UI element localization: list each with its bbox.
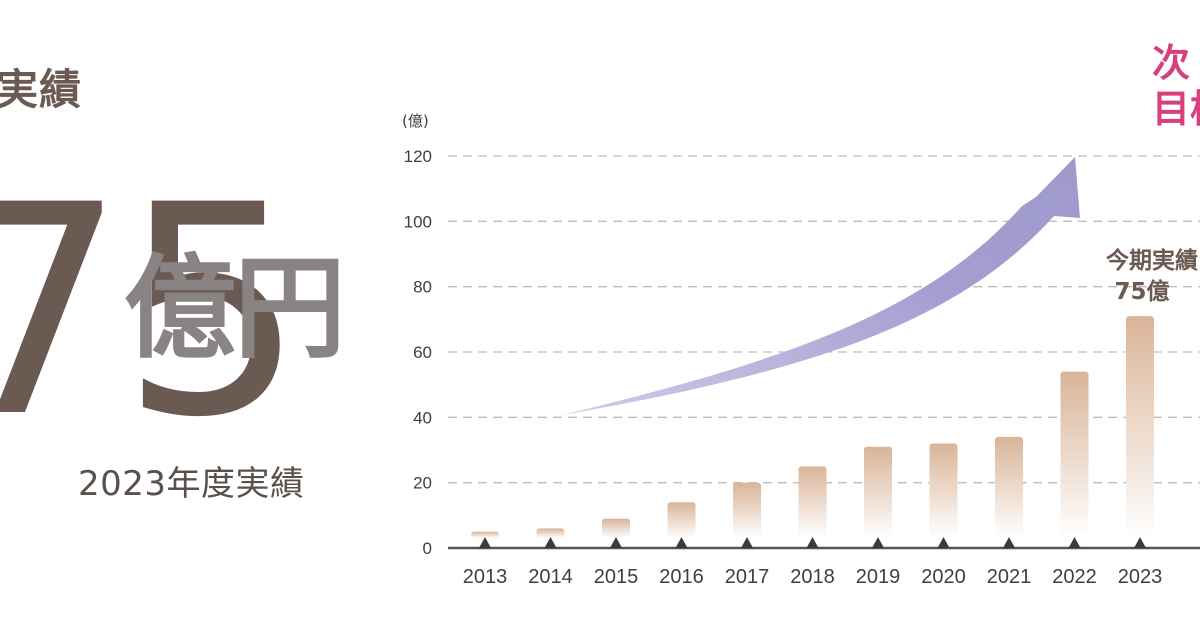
goal-text: 次 目標 xyxy=(1152,40,1200,132)
bar xyxy=(733,482,761,538)
x-tick-label: 2013 xyxy=(463,566,508,588)
y-tick-label: 40 xyxy=(413,408,432,427)
x-tick-label: 2018 xyxy=(790,566,835,588)
headline-unit: 億円 xyxy=(124,244,346,374)
bar xyxy=(667,502,696,538)
annotation-line-1: 今期実績 xyxy=(1106,247,1198,274)
bar xyxy=(1126,316,1154,538)
y-tick-label: 20 xyxy=(413,474,432,493)
x-tick-label: 2017 xyxy=(725,566,770,588)
page-heading: 実績 xyxy=(0,65,83,114)
x-tick-label: 2014 xyxy=(528,566,573,588)
bar xyxy=(995,436,1023,538)
x-tick-label: 2021 xyxy=(987,566,1032,588)
y-tick-label: 0 xyxy=(423,539,432,558)
tick-marker xyxy=(675,537,688,548)
tick-marker xyxy=(806,537,819,548)
trend-arrow xyxy=(562,157,1080,415)
tick-marker xyxy=(1003,537,1015,548)
headline-value: 75 xyxy=(0,144,305,481)
fiscal-year-caption: 2023年度実績 xyxy=(78,464,305,504)
tick-marker xyxy=(1134,537,1146,548)
tick-marker xyxy=(610,537,622,548)
bar xyxy=(798,466,827,538)
tick-marker xyxy=(544,537,557,548)
y-tick-label: 120 xyxy=(404,147,432,166)
y-tick-label: 60 xyxy=(413,343,432,362)
tick-marker xyxy=(1068,537,1081,548)
annotation-line-2: 75億 xyxy=(1114,278,1169,305)
bar xyxy=(864,446,892,538)
x-tick-label: 2022 xyxy=(1052,566,1097,588)
x-tick-label: 2023 xyxy=(1118,566,1163,588)
bar xyxy=(602,518,630,538)
x-tick-label: 2020 xyxy=(921,566,966,588)
y-tick-label: 100 xyxy=(404,212,432,231)
tick-marker xyxy=(872,537,884,548)
y-tick-label: 80 xyxy=(413,278,432,297)
goal-line-2: 目標 xyxy=(1152,87,1200,131)
bar xyxy=(929,443,958,538)
goal-line-1: 次 xyxy=(1152,41,1191,85)
x-tick-label: 2019 xyxy=(856,566,901,588)
tick-marker xyxy=(937,537,950,548)
bar xyxy=(536,528,565,538)
bar xyxy=(1060,371,1089,538)
y-axis-unit: (億) xyxy=(402,112,429,130)
tick-marker xyxy=(741,537,753,548)
x-tick-label: 2015 xyxy=(594,566,639,588)
bar xyxy=(471,531,499,538)
tick-marker xyxy=(479,537,491,548)
x-tick-label: 2016 xyxy=(659,566,704,588)
